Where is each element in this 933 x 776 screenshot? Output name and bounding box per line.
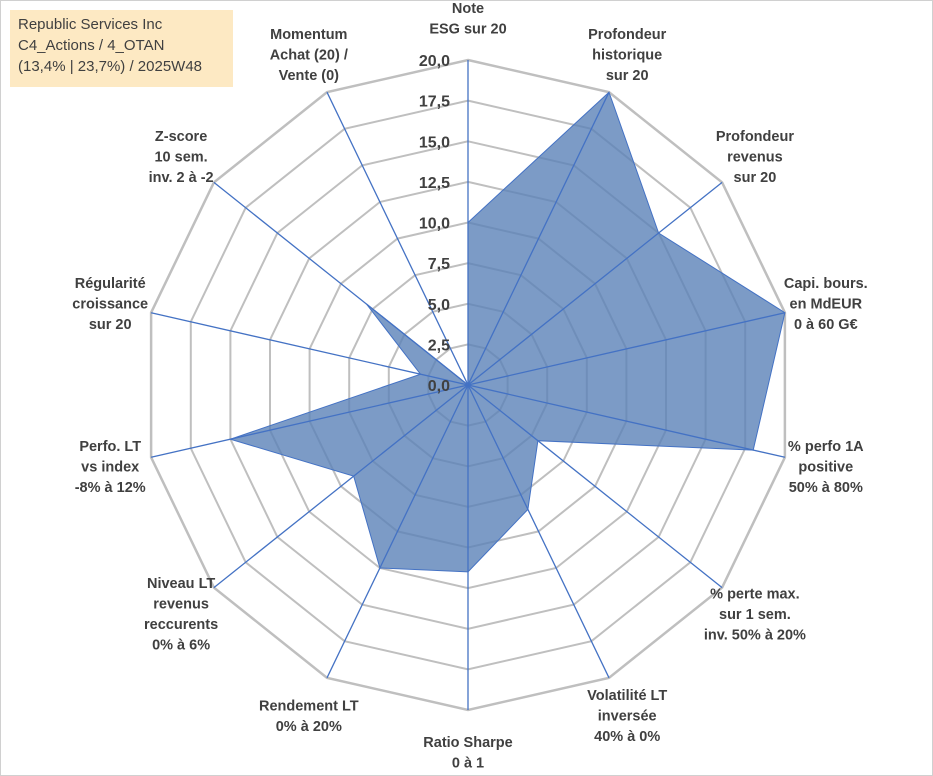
company-name: Republic Services Inc	[18, 16, 163, 33]
axis-label: Z-score 10 sem. inv. 2 à -2	[149, 129, 214, 186]
axis-label-line: % perfo 1A	[788, 439, 864, 455]
axis-label-line: Perfo. LT	[79, 439, 141, 455]
axis-label-line: 10 sem.	[154, 149, 207, 165]
axis-label: Momentum Achat (20) / Vente (0)	[270, 27, 348, 84]
axis-label-line: Momentum	[270, 27, 347, 43]
axis-label: Volatilité LT inversée 40% à 0%	[587, 688, 667, 745]
axis-spoke	[467, 181, 723, 386]
tick-label: 17,5	[419, 94, 450, 111]
axis-label-line: croissance	[72, 296, 148, 312]
axis-label-line: 40% à 0%	[594, 729, 660, 745]
axis-label: % perfo 1A positive 50% à 80%	[788, 439, 864, 496]
axis-label-line: Profondeur	[716, 129, 794, 145]
axis-label-line: Niveau LT	[147, 576, 215, 592]
axis-label-line: sur 20	[606, 68, 649, 84]
axis-label-line: en MdEUR	[790, 296, 863, 312]
axis-label: Ratio Sharpe 0 à 1	[423, 735, 512, 772]
axis-label-line: 0% à 20%	[276, 719, 342, 735]
axis-label: Niveau LT revenus reccurents 0% à 6%	[144, 576, 218, 654]
tick-label: 7,5	[428, 256, 450, 273]
axis-label-line: inv. 2 à -2	[149, 170, 214, 186]
axis-spoke	[150, 384, 469, 458]
axis-spoke	[213, 384, 469, 589]
axis-label-line: sur 20	[89, 317, 132, 333]
axis-spoke	[467, 384, 723, 589]
axis-spoke	[213, 181, 469, 386]
info-box: Republic Services Inc C4_Actions / 4_OTA…	[10, 10, 233, 87]
axis-label-line: Achat (20) /	[270, 47, 348, 63]
axis-label: Profondeur revenus sur 20	[716, 129, 794, 186]
axis-label-line: positive	[798, 460, 853, 476]
axis-label: Rendement LT 0% à 20%	[259, 699, 359, 736]
portfolio-label: C4_Actions / 4_OTAN	[18, 37, 165, 54]
axis-label-line: sur 1 sem.	[719, 607, 791, 623]
axis-label-line: reccurents	[144, 617, 218, 633]
stats-label: (13,4% | 23,7%) / 2025W48	[18, 58, 202, 75]
tick-label: 2,5	[428, 337, 450, 354]
axis-label-line: Vente (0)	[279, 68, 340, 84]
axis-spoke	[467, 91, 610, 386]
axis-label: Note ESG sur 20	[429, 1, 506, 38]
axis-label-line: 50% à 80%	[789, 480, 863, 496]
tick-label: 0,0	[428, 378, 450, 395]
axis-label: % perte max. sur 1 sem. inv. 50% à 20%	[704, 586, 806, 643]
axis-label-line: Capi. bours.	[784, 276, 868, 292]
axis-label-line: 0 à 60 G€	[794, 317, 858, 333]
axis-label-line: 0% à 6%	[152, 638, 210, 654]
axis-spoke	[467, 384, 786, 458]
axis-label-line: Profondeur	[588, 27, 666, 43]
tick-label: 10,0	[419, 216, 450, 233]
axis-label-line: Rendement LT	[259, 699, 359, 715]
tick-label: 15,0	[419, 134, 450, 151]
axis-label-line: 0 à 1	[452, 755, 484, 771]
axis-label-line: sur 20	[734, 170, 777, 186]
axis-label: Profondeur historique sur 20	[588, 27, 666, 84]
axis-label-line: inv. 50% à 20%	[704, 627, 806, 643]
axis-label: Régularité croissance sur 20	[72, 276, 148, 333]
axis-label-line: vs index	[81, 460, 139, 476]
tick-label: 12,5	[419, 175, 450, 192]
axis-label-line: revenus	[153, 597, 209, 613]
axis-label-line: historique	[592, 47, 662, 63]
tick-label: 5,0	[428, 297, 450, 314]
axis-spoke	[326, 91, 469, 386]
axis-label-line: Z-score	[155, 129, 207, 145]
axis-label-line: inversée	[598, 709, 657, 725]
axis-label-line: ESG sur 20	[429, 21, 506, 37]
axis-spoke	[467, 384, 610, 679]
axis-spoke	[326, 384, 469, 679]
axis-label-line: Régularité	[75, 276, 146, 292]
axis-label: Capi. bours. en MdEUR 0 à 60 G€	[784, 276, 868, 333]
tick-label: 20,0	[419, 53, 450, 70]
axis-label-line: Volatilité LT	[587, 688, 667, 704]
axis-spoke	[467, 312, 786, 386]
axis-label-line: -8% à 12%	[75, 480, 146, 496]
axis-label-line: % perte max.	[710, 586, 799, 602]
axis-spoke	[150, 312, 469, 386]
axis-label-line: revenus	[727, 149, 783, 165]
axis-label: Perfo. LT vs index -8% à 12%	[75, 439, 146, 496]
axis-label-line: Note	[452, 1, 484, 17]
axis-label-line: Ratio Sharpe	[423, 735, 512, 751]
